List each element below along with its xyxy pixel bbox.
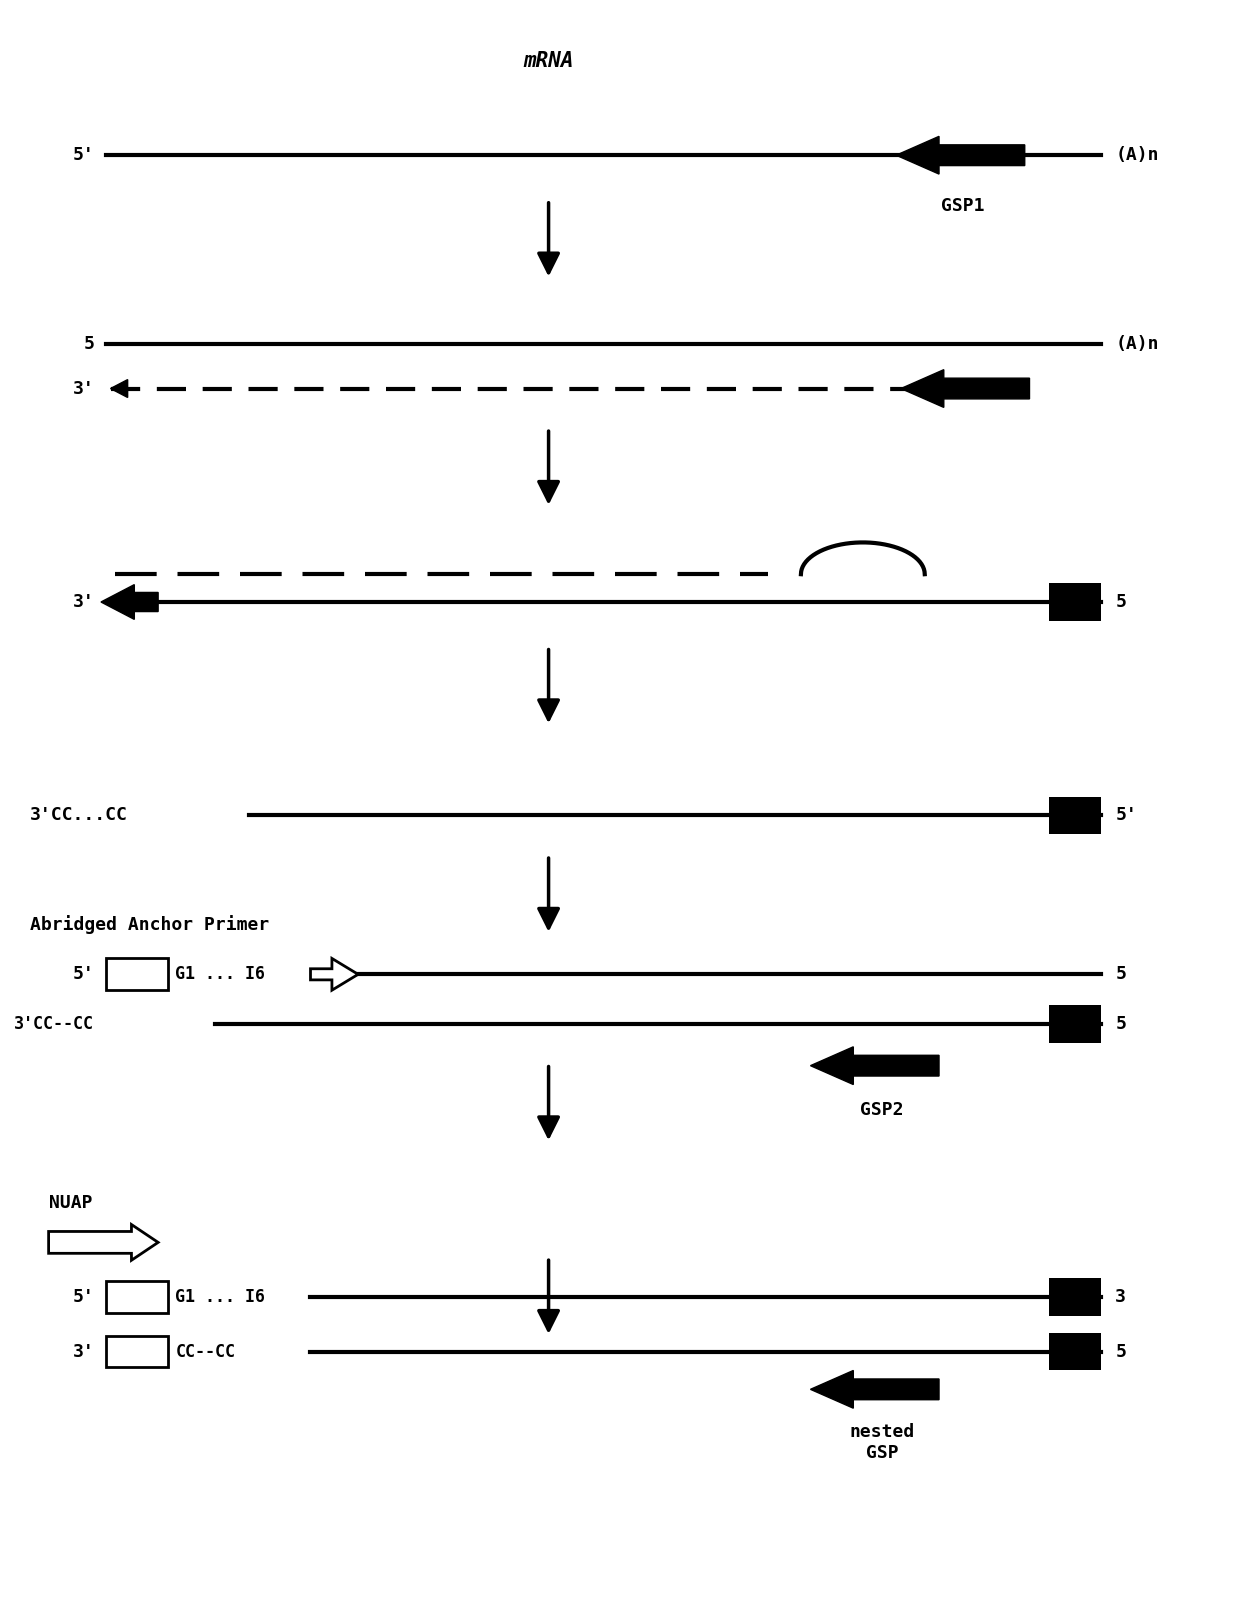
Text: GSP2: GSP2: [861, 1101, 904, 1120]
Bar: [105, 1336, 167, 1368]
FancyArrow shape: [811, 1047, 939, 1084]
Text: 5: 5: [1115, 593, 1126, 611]
FancyArrow shape: [110, 379, 128, 397]
FancyArrow shape: [811, 1370, 939, 1409]
Text: 3': 3': [73, 593, 94, 611]
Text: CC--CC: CC--CC: [175, 1342, 236, 1360]
Text: 3'CC...CC: 3'CC...CC: [30, 807, 128, 825]
Text: (A)n: (A)n: [1115, 336, 1158, 353]
Text: 5': 5': [73, 966, 94, 984]
FancyArrow shape: [897, 136, 1024, 173]
Text: 3': 3': [73, 379, 94, 397]
Bar: [105, 1281, 167, 1313]
Text: nested
GSP: nested GSP: [849, 1423, 915, 1462]
Text: GSP1: GSP1: [941, 196, 985, 216]
Text: 5: 5: [1115, 966, 1126, 984]
Text: G1 ... I6: G1 ... I6: [175, 1289, 265, 1307]
Bar: [1049, 796, 1101, 835]
Text: NUAP: NUAP: [48, 1193, 92, 1211]
FancyArrow shape: [310, 958, 358, 990]
Text: Abridged Anchor Primer: Abridged Anchor Primer: [30, 916, 269, 934]
Text: G1 ... I6: G1 ... I6: [175, 966, 265, 984]
Bar: [1049, 584, 1101, 621]
Bar: [1049, 1332, 1101, 1370]
Text: 3: 3: [1115, 1289, 1126, 1307]
FancyArrow shape: [901, 370, 1029, 407]
Text: 5': 5': [73, 1289, 94, 1307]
Text: mRNA: mRNA: [523, 50, 574, 71]
Bar: [1049, 1277, 1101, 1316]
Text: 5: 5: [1115, 1015, 1126, 1033]
Text: 3'CC--CC: 3'CC--CC: [15, 1015, 94, 1033]
Text: (A)n: (A)n: [1115, 146, 1158, 164]
FancyArrow shape: [48, 1224, 159, 1260]
Text: 5': 5': [73, 146, 94, 164]
Text: 5: 5: [83, 336, 94, 353]
Text: 5': 5': [1115, 807, 1137, 825]
Bar: [105, 958, 167, 990]
Text: 3': 3': [73, 1342, 94, 1360]
FancyArrow shape: [100, 585, 159, 619]
Bar: [1049, 1005, 1101, 1042]
Text: 5: 5: [1115, 1342, 1126, 1360]
